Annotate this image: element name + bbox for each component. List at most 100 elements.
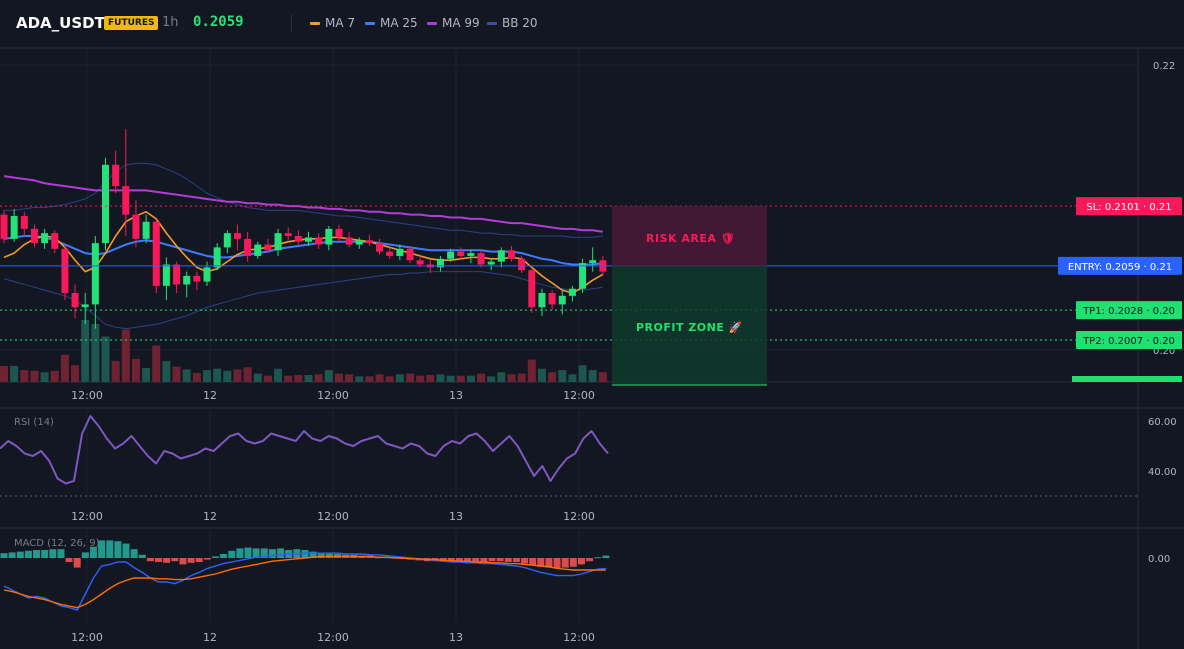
macd-hist-bar bbox=[561, 558, 569, 568]
candle-body bbox=[91, 243, 99, 305]
legend-ma25[interactable]: MA 25 bbox=[365, 16, 418, 30]
macd-hist-bar bbox=[325, 553, 333, 558]
volume-bar bbox=[172, 366, 181, 382]
volume-bar bbox=[314, 374, 323, 382]
legend-bb20[interactable]: BB 20 bbox=[487, 16, 538, 30]
volume-bar bbox=[253, 373, 262, 382]
macd-hist-bar bbox=[586, 558, 594, 562]
volume-bar bbox=[243, 367, 252, 382]
volume-bar bbox=[426, 375, 435, 382]
candle-body bbox=[294, 236, 302, 242]
timeframe-label[interactable]: 1h bbox=[162, 15, 179, 30]
time-axes[interactable]: 12:00 12 12:00 13 12:00 12:00 12 12:00 13 12:00 12… bbox=[71, 389, 595, 644]
legend-ma7[interactable]: MA 7 bbox=[310, 16, 355, 30]
macd-hist-bar bbox=[171, 558, 179, 562]
volume-bar bbox=[30, 370, 39, 382]
candle-body bbox=[41, 233, 49, 244]
candlesticks bbox=[0, 129, 607, 329]
risk-area-zone[interactable] bbox=[612, 206, 767, 266]
symbol-title[interactable]: ADA_USDT bbox=[16, 14, 105, 32]
candle-body bbox=[223, 233, 231, 248]
candle-body bbox=[264, 244, 272, 251]
macd-hist-bar bbox=[496, 558, 504, 562]
macd-hist-bar bbox=[179, 558, 187, 565]
candle-body bbox=[142, 221, 150, 239]
candle-body bbox=[122, 186, 130, 215]
volume-bar bbox=[111, 361, 120, 382]
macd-hist-bar bbox=[146, 558, 154, 562]
macd-hist-bar bbox=[24, 550, 32, 558]
candle-body bbox=[183, 275, 191, 285]
macd-line bbox=[3, 552, 606, 611]
level-lines bbox=[0, 205, 1138, 341]
candle-body bbox=[61, 248, 69, 293]
macd-hist-bar bbox=[512, 558, 520, 562]
macd-hist-bar bbox=[203, 558, 211, 560]
profit-zone[interactable] bbox=[612, 265, 767, 385]
volume-bar bbox=[568, 374, 577, 382]
rsi-tick-label: 40.00 bbox=[1148, 467, 1177, 478]
volume-bar bbox=[416, 375, 425, 382]
macd-hist-bar bbox=[57, 549, 65, 558]
volume-bar bbox=[375, 374, 384, 382]
candle-body bbox=[518, 258, 526, 271]
macd-signal-line bbox=[3, 555, 606, 609]
time-label: 12:00 bbox=[317, 510, 349, 523]
candle-body bbox=[558, 295, 566, 305]
volume-bar bbox=[558, 370, 567, 382]
macd-hist-bar bbox=[268, 549, 276, 558]
tp1-tag-label: TP1: 0.2028 · 0.20 bbox=[1082, 306, 1175, 317]
candle-body bbox=[203, 267, 211, 282]
candle-body bbox=[386, 251, 394, 256]
candle-body bbox=[152, 221, 160, 286]
volume-bar bbox=[588, 370, 597, 382]
candle-body bbox=[376, 243, 384, 252]
macd-hist-bar bbox=[187, 558, 195, 563]
candle-body bbox=[284, 233, 292, 236]
candle-body bbox=[436, 258, 444, 268]
volume-bar bbox=[91, 324, 100, 382]
risk-area-label: RISK AREA 🛡 bbox=[646, 232, 735, 245]
macd-hist-bar bbox=[89, 546, 97, 558]
candle-body bbox=[487, 261, 495, 265]
sl-tag-bg bbox=[1076, 197, 1182, 216]
macd-hist-bar bbox=[602, 555, 610, 558]
macd-hist-bar bbox=[480, 558, 488, 562]
candle-body bbox=[254, 244, 262, 256]
macd-hist-bar bbox=[577, 558, 585, 565]
macd-hist-bar bbox=[594, 557, 602, 559]
candle-body bbox=[568, 288, 576, 296]
volume-bar bbox=[40, 372, 49, 382]
price-axis[interactable]: 0.22 0.20 bbox=[1153, 61, 1175, 357]
candle-body bbox=[528, 270, 536, 308]
macd-hist-bar bbox=[211, 556, 219, 558]
macd-hist-bar bbox=[195, 558, 203, 562]
volume-bar bbox=[223, 370, 232, 382]
time-label: 12:00 bbox=[563, 631, 595, 644]
macd-hist-bar bbox=[163, 558, 171, 563]
volume-bar bbox=[304, 375, 313, 382]
candle-body bbox=[51, 233, 59, 249]
macd-hist-bar bbox=[122, 543, 130, 558]
macd-hist-bar bbox=[0, 553, 8, 558]
volume-bar bbox=[537, 368, 546, 382]
time-label: 12:00 bbox=[71, 631, 103, 644]
macd-hist-bar bbox=[138, 554, 146, 558]
candle-body bbox=[477, 253, 485, 265]
macd-hist-bar bbox=[553, 558, 561, 569]
candle-body bbox=[325, 228, 333, 245]
macd-hist-bar bbox=[8, 552, 16, 558]
macd-hist-bar bbox=[488, 558, 496, 562]
macd-hist-bar bbox=[521, 558, 529, 564]
volume-bar bbox=[50, 370, 59, 382]
volume-bar bbox=[355, 376, 364, 382]
candle-body bbox=[30, 228, 38, 244]
volume-bar bbox=[121, 329, 130, 382]
last-price: 0.2059 bbox=[193, 14, 244, 30]
legend-ma99[interactable]: MA 99 bbox=[427, 16, 480, 30]
volume-bar bbox=[365, 376, 374, 382]
volume-bar bbox=[497, 372, 506, 382]
candle-body bbox=[10, 216, 18, 239]
macd-hist-bar bbox=[244, 547, 252, 558]
